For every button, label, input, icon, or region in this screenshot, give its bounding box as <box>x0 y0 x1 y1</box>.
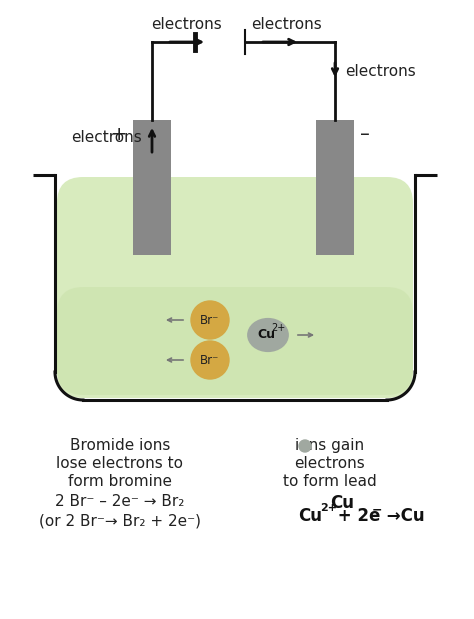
Text: Cu: Cu <box>298 507 322 525</box>
Text: electrons: electrons <box>295 456 365 471</box>
Text: +: + <box>110 125 127 144</box>
Circle shape <box>191 301 229 339</box>
Text: to form lead: to form lead <box>283 474 377 489</box>
Text: −: − <box>372 503 383 516</box>
Text: 2 Br⁻ – 2e⁻ → Br₂: 2 Br⁻ – 2e⁻ → Br₂ <box>55 494 185 509</box>
Text: (or 2 Br⁻→ Br₂ + 2e⁻): (or 2 Br⁻→ Br₂ + 2e⁻) <box>39 513 201 528</box>
Ellipse shape <box>247 318 289 352</box>
Text: Cu: Cu <box>257 329 275 342</box>
Circle shape <box>299 440 311 452</box>
Circle shape <box>191 341 229 379</box>
Text: ions gain: ions gain <box>295 438 365 453</box>
Text: –: – <box>360 125 370 144</box>
Text: 2+: 2+ <box>320 503 337 513</box>
Text: lose electrons to: lose electrons to <box>56 456 183 471</box>
Bar <box>316 180 354 255</box>
FancyBboxPatch shape <box>57 287 413 395</box>
Text: Br⁻: Br⁻ <box>201 313 219 326</box>
Text: →Cu: →Cu <box>381 507 425 525</box>
FancyBboxPatch shape <box>316 120 354 255</box>
Text: electrons: electrons <box>152 17 222 32</box>
Text: form bromine: form bromine <box>68 474 172 489</box>
Text: + 2e: + 2e <box>332 507 380 525</box>
Text: 2+: 2+ <box>271 323 285 333</box>
Bar <box>133 180 171 255</box>
FancyBboxPatch shape <box>133 120 171 255</box>
Text: electrons: electrons <box>345 64 416 79</box>
Text: Bromide ions: Bromide ions <box>70 438 170 453</box>
Text: electrons: electrons <box>252 17 322 32</box>
Text: Cu: Cu <box>330 494 354 512</box>
Text: electrons: electrons <box>71 131 142 145</box>
Text: Br⁻: Br⁻ <box>201 353 219 366</box>
FancyBboxPatch shape <box>57 177 413 398</box>
